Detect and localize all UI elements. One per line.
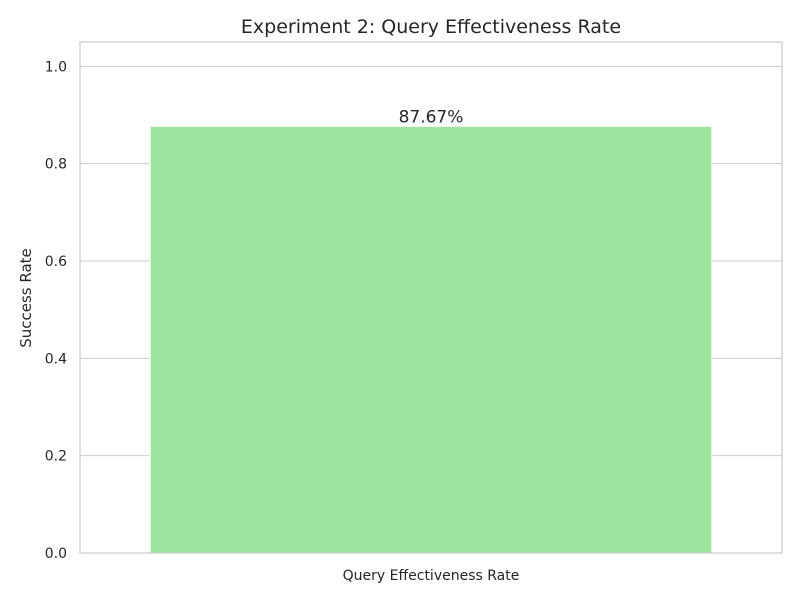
bar (149, 125, 713, 554)
y-tick-label: 1.0 (45, 59, 67, 75)
y-tick-label: 0.0 (45, 546, 67, 562)
y-tick-label: 0.4 (45, 351, 67, 367)
chart-title: Experiment 2: Query Effectiveness Rate (241, 16, 621, 38)
y-tick-label: 0.8 (45, 157, 67, 173)
y-tick-label: 0.6 (45, 254, 67, 270)
bars (149, 125, 713, 554)
bar-value-label: 87.67% (399, 107, 464, 127)
x-tick-label: Query Effectiveness Rate (343, 568, 520, 584)
y-axis-label: Success Rate (17, 248, 35, 348)
tick-labels: Query Effectiveness Rate 0.0 0.2 0.4 0.6 0.8 1… (45, 59, 520, 584)
data-labels: 87.67% (399, 107, 464, 127)
plot-frame (79, 41, 783, 554)
y-tick-label: 0.2 (45, 449, 67, 465)
